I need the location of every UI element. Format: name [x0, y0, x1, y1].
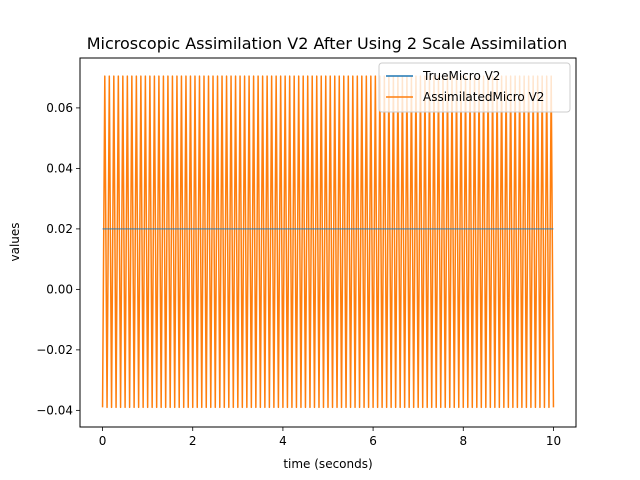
legend-label-assimilatedmicro: AssimilatedMicro V2	[423, 90, 544, 104]
legend-label-truemicro: TrueMicro V2	[422, 69, 500, 83]
chart-title: Microscopic Assimilation V2 After Using …	[87, 34, 568, 53]
axes-frame	[79, 57, 577, 428]
x-tick-label: 6	[369, 434, 377, 448]
plot-area	[101, 75, 555, 409]
x-axis-label: time (seconds)	[283, 457, 372, 471]
x-tick-label: 2	[189, 434, 197, 448]
y-axis-ticks: −0.04 −0.02 0.00 0.02 0.04 0.06	[36, 101, 80, 417]
x-tick-label: 0	[99, 434, 107, 448]
legend-box	[378, 62, 571, 113]
y-tick-label: 0.06	[46, 101, 73, 115]
y-axis-label: values	[8, 222, 22, 261]
y-tick-label: −0.02	[36, 343, 73, 357]
x-axis-ticks: 0 2 4 6 8 10	[99, 427, 561, 448]
x-tick-label: 10	[546, 434, 561, 448]
series-layer	[101, 75, 555, 409]
x-tick-label: 8	[459, 434, 467, 448]
x-tick-label: 4	[279, 434, 287, 448]
y-tick-label: 0.02	[46, 222, 73, 236]
y-tick-label: 0.00	[46, 282, 73, 296]
y-tick-label: 0.04	[46, 161, 73, 175]
y-tick-label: −0.04	[36, 403, 73, 417]
legend: TrueMicro V2 AssimilatedMicro V2	[378, 62, 571, 113]
series-line-assimilatedmicro	[101, 75, 555, 409]
